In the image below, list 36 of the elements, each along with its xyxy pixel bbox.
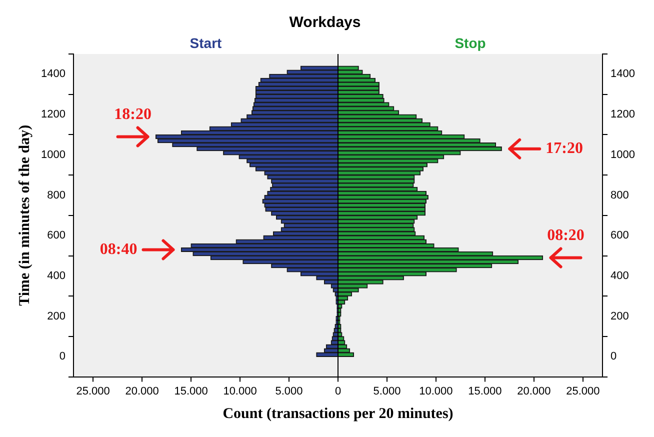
x-tick-label: 15.000 bbox=[468, 385, 502, 398]
annotation: 08:20 bbox=[547, 226, 584, 244]
annotation: 17:20 bbox=[546, 140, 583, 157]
text: Stop bbox=[454, 34, 486, 51]
y-tick-label: 200 bbox=[47, 310, 66, 322]
y2-tick-label: 1400 bbox=[610, 68, 636, 80]
y2-tick-label: 800 bbox=[610, 189, 629, 202]
y-axis-title: Time (in minutes of the day) bbox=[16, 124, 33, 306]
x-tick-label: 5.000 bbox=[373, 385, 401, 398]
x-tick-label: 25.000 bbox=[76, 385, 110, 398]
y-tick-label: 800 bbox=[47, 189, 66, 202]
y2-tick-label: 0 bbox=[610, 350, 617, 363]
y-tick-label: 600 bbox=[47, 230, 66, 242]
x-tick-label: 15.000 bbox=[174, 385, 208, 398]
x-tick-label: 0 bbox=[334, 385, 342, 398]
x-tick-label: 10.000 bbox=[223, 385, 257, 398]
x-tick-label: 20.000 bbox=[125, 385, 159, 398]
text: Start bbox=[190, 34, 222, 51]
annotation: 18:20 bbox=[114, 106, 152, 123]
x-tick-label: 5.000 bbox=[275, 385, 303, 398]
y2-tick-label: 400 bbox=[610, 270, 629, 282]
y2-tick-label: 200 bbox=[610, 310, 629, 322]
y-tick-label: 400 bbox=[47, 270, 66, 282]
y-tick-label: 1400 bbox=[40, 68, 66, 80]
y2-tick-label: 600 bbox=[610, 230, 629, 242]
x-tick-label: 10.000 bbox=[419, 385, 453, 398]
y2-tick-label: 1000 bbox=[610, 148, 636, 161]
y-tick-label: 1000 bbox=[40, 148, 66, 161]
x-tick-label: 25.000 bbox=[566, 385, 600, 398]
chart-title: Workdays bbox=[289, 14, 361, 32]
annotation: 08:40 bbox=[100, 240, 138, 258]
x-tick-label: 20.000 bbox=[517, 385, 551, 398]
y-tick-label: 0 bbox=[59, 350, 66, 363]
x-axis-title: Count (transactions per 20 minutes) bbox=[222, 406, 454, 422]
y2-tick-label: 1200 bbox=[610, 108, 636, 121]
y-tick-label: 1200 bbox=[40, 108, 66, 121]
